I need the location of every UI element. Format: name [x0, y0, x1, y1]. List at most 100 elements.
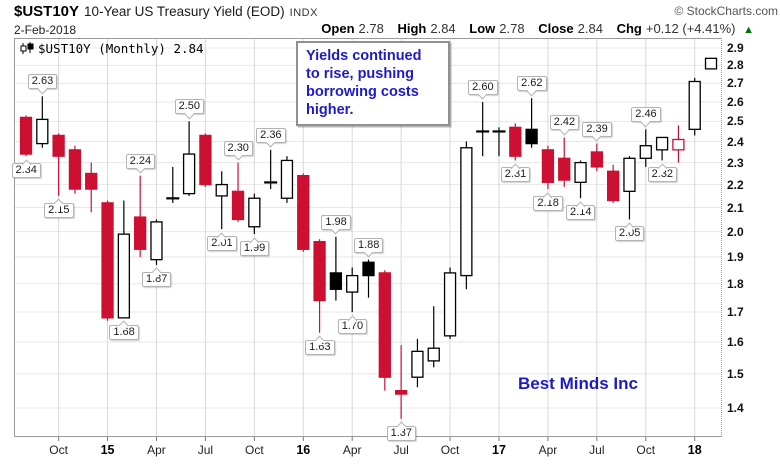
x-axis-tick-label: Apr — [342, 443, 362, 457]
chart-legend: $UST10Y (Monthly) 2.84 — [19, 41, 204, 56]
ticker-symbol: $UST10Y — [14, 3, 80, 20]
candle-body — [672, 138, 685, 151]
candle-body — [85, 172, 98, 190]
candle-body — [427, 347, 440, 362]
y-axis-tick-label: 1.6 — [727, 334, 744, 349]
legend-text: $UST10Y (Monthly) 2.84 — [38, 41, 204, 56]
candle-body — [182, 153, 196, 195]
y-axis-tick-label: 2.7 — [727, 76, 744, 91]
candle-body — [558, 157, 571, 181]
candle-doji-dash — [492, 130, 506, 133]
x-axis-tick-label: 15 — [100, 443, 115, 457]
header-line1: $UST10Y 10-Year US Treasury Yield (EOD) IN… — [14, 3, 766, 20]
candle-body — [52, 134, 65, 157]
candle-body — [362, 261, 375, 277]
price-callout-label: 2.32 — [647, 167, 677, 183]
candle-body — [199, 134, 212, 186]
low-value: 2.78 — [499, 21, 525, 36]
candle-body — [704, 57, 718, 70]
high-label: High — [397, 21, 427, 36]
price-callout-label: 2.05 — [614, 226, 645, 242]
candle-body — [623, 157, 636, 193]
y-axis-tick-label: 1.5 — [727, 366, 744, 381]
watermark-text: Best Minds Inc — [518, 374, 638, 393]
candlestick-icon — [20, 42, 34, 54]
quote-values: Open 2.78 High 2.84 Low 2.78 Close 2.84 Chg +… — [321, 21, 754, 36]
candle-doji-dash — [166, 197, 180, 200]
candle-body — [525, 128, 538, 145]
high-value: 2.84 — [430, 21, 456, 36]
candle-body — [117, 233, 131, 319]
price-callout-label: 2.15 — [44, 202, 74, 218]
candle-body — [248, 197, 261, 228]
candle-body — [574, 161, 587, 183]
candle-body — [655, 136, 669, 151]
candle-body — [509, 126, 522, 157]
candle-body — [394, 390, 408, 395]
stockcharts-copyright: © StockCharts.com — [674, 4, 778, 18]
x-axis-tick-label: 17 — [492, 443, 506, 457]
open-value: 2.78 — [358, 21, 384, 36]
candle-body — [297, 175, 310, 250]
close-value: 2.84 — [577, 21, 603, 36]
x-axis-tick-label: Jul — [589, 443, 605, 457]
y-axis-tick-label: 2.2 — [727, 177, 744, 192]
annotation-line-3: borrowing costs — [306, 84, 419, 100]
price-callout-label: 2.01 — [207, 236, 237, 252]
x-axis-tick-label: 16 — [296, 443, 311, 457]
candle-body — [378, 272, 391, 378]
candle-body — [590, 151, 603, 168]
price-callout-label: 1.70 — [337, 319, 368, 335]
chg-label: Chg — [616, 21, 642, 36]
candle-doji-dash — [264, 181, 278, 184]
candle-body — [411, 350, 424, 378]
y-axis-tick-label: 2.9 — [727, 41, 744, 55]
price-callout-label: 2.31 — [500, 167, 531, 183]
y-axis-tick-label: 2.8 — [727, 58, 744, 73]
x-axis-tick-label: Oct — [49, 443, 68, 457]
candle-body — [280, 159, 294, 199]
y-axis-tick-label: 2.3 — [727, 155, 744, 170]
header-line2: 2-Feb-2018 Open 2.78 High 2.84 Low 2.78 Clo… — [14, 21, 766, 37]
exchange-label: INDX — [289, 7, 318, 19]
annotation-line-4: higher. — [306, 102, 354, 118]
candle-doji-dash — [476, 130, 490, 133]
price-callout-label: 2.34 — [11, 163, 41, 179]
x-axis-tick-label: Oct — [440, 443, 460, 457]
candle-body — [231, 190, 245, 221]
candle-body — [460, 147, 473, 277]
candle-body — [134, 216, 147, 250]
price-callout-label: 1.87 — [141, 271, 172, 287]
candle-body — [541, 149, 555, 183]
price-callout-label: 1.88 — [354, 237, 384, 253]
y-axis-tick-label: 2.1 — [727, 200, 744, 215]
price-callout-label: 1.63 — [305, 339, 335, 355]
x-axis-tick-label: 18 — [687, 443, 702, 457]
x-axis-tick-label: Oct — [636, 443, 656, 457]
candle-body — [329, 272, 343, 290]
y-axis-tick-label: 1.4 — [727, 401, 744, 415]
candle-body — [215, 183, 228, 197]
candle-body — [688, 80, 701, 130]
instrument-title: 10-Year US Treasury Yield (EOD) — [84, 4, 285, 19]
up-arrow-icon: ▲ — [743, 24, 754, 36]
candle-body — [607, 170, 620, 202]
y-axis-tick-label: 2.5 — [727, 114, 744, 129]
x-axis-tick-label: Apr — [147, 443, 166, 457]
y-axis-tick-label: 2.6 — [727, 94, 744, 109]
y-axis-tick-label: 2.4 — [727, 134, 744, 149]
candle-body — [101, 202, 114, 319]
x-axis-tick-label: Jul — [393, 443, 409, 457]
price-callout-label: 1.68 — [109, 324, 139, 340]
y-axis-tick-label: 2.0 — [727, 224, 744, 239]
candle-body — [346, 274, 359, 293]
y-axis-tick-label: 1.7 — [727, 305, 744, 320]
annotation-line-1: Yields continued — [306, 48, 422, 64]
close-label: Close — [538, 21, 574, 36]
y-axis-tick-label: 1.9 — [727, 250, 744, 265]
quote-date: 2-Feb-2018 — [14, 23, 77, 37]
chg-value: +0.12 (+4.41%) — [645, 21, 736, 36]
candle-body — [19, 116, 33, 155]
